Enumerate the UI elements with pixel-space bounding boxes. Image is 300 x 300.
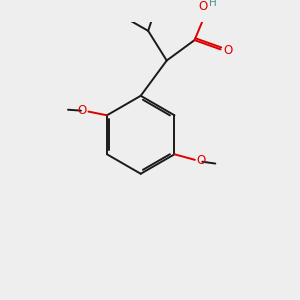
Text: O: O xyxy=(223,44,232,57)
Text: O: O xyxy=(197,154,206,167)
Text: H: H xyxy=(209,0,217,8)
Text: O: O xyxy=(77,104,86,117)
Text: O: O xyxy=(198,0,208,13)
